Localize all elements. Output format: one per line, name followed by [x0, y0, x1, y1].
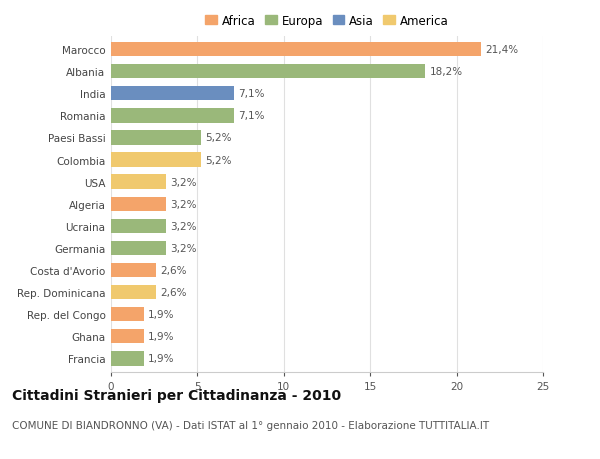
Bar	[111, 109, 233, 123]
Text: 2,6%: 2,6%	[160, 287, 187, 297]
Text: 5,2%: 5,2%	[205, 155, 232, 165]
Bar	[111, 65, 425, 79]
Text: 1,9%: 1,9%	[148, 353, 175, 364]
Text: Cittadini Stranieri per Cittadinanza - 2010: Cittadini Stranieri per Cittadinanza - 2…	[12, 388, 341, 402]
Text: 18,2%: 18,2%	[430, 67, 463, 77]
Bar	[111, 197, 166, 212]
Bar	[111, 308, 144, 322]
Text: 3,2%: 3,2%	[170, 177, 197, 187]
Bar	[111, 175, 166, 190]
Text: 2,6%: 2,6%	[160, 265, 187, 275]
Bar	[111, 330, 144, 344]
Bar	[111, 153, 201, 168]
Text: 1,9%: 1,9%	[148, 331, 175, 341]
Text: 1,9%: 1,9%	[148, 309, 175, 319]
Bar	[111, 241, 166, 256]
Bar	[111, 352, 144, 366]
Text: 3,2%: 3,2%	[170, 199, 197, 209]
Bar	[111, 87, 233, 101]
Text: 3,2%: 3,2%	[170, 221, 197, 231]
Text: 5,2%: 5,2%	[205, 133, 232, 143]
Bar	[111, 131, 201, 146]
Text: COMUNE DI BIANDRONNO (VA) - Dati ISTAT al 1° gennaio 2010 - Elaborazione TUTTITA: COMUNE DI BIANDRONNO (VA) - Dati ISTAT a…	[12, 420, 489, 430]
Text: 21,4%: 21,4%	[485, 45, 518, 55]
Bar	[111, 43, 481, 57]
Text: 3,2%: 3,2%	[170, 243, 197, 253]
Bar	[111, 219, 166, 234]
Legend: Africa, Europa, Asia, America: Africa, Europa, Asia, America	[205, 15, 449, 28]
Text: 7,1%: 7,1%	[238, 111, 265, 121]
Bar	[111, 285, 156, 300]
Bar	[111, 263, 156, 278]
Text: 7,1%: 7,1%	[238, 89, 265, 99]
